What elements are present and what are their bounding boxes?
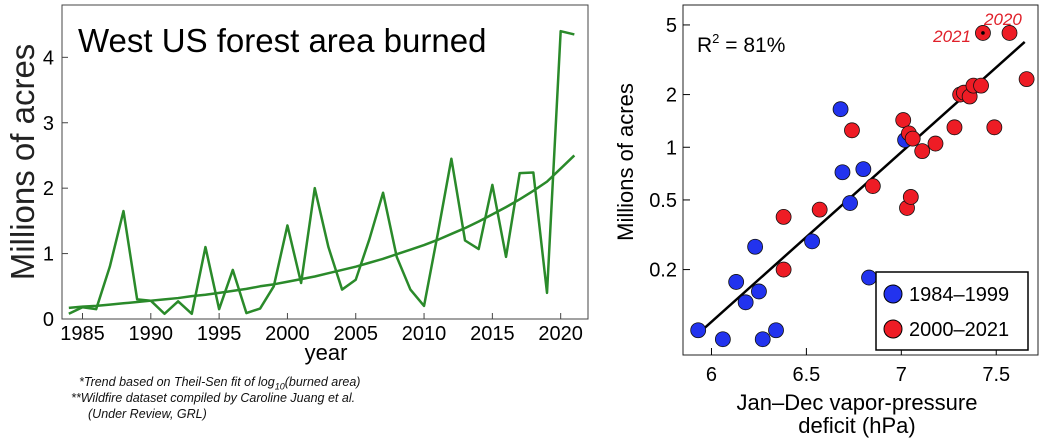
scatter-x-tick-label: 7.5 bbox=[982, 364, 1010, 386]
legend-marker-1984-1999 bbox=[883, 284, 903, 304]
scatter-x-ticks: 6 6.5 7 7.5 bbox=[706, 348, 1010, 386]
year-label-2021: 2021 bbox=[932, 27, 971, 46]
point-2000-2021 bbox=[946, 119, 963, 136]
scatter-xlabel-line1: Jan–Dec vapor-pressure bbox=[737, 390, 978, 415]
point-2000-2021 bbox=[844, 122, 860, 139]
scatter-xlabel-line2: deficit (hPa) bbox=[798, 413, 915, 438]
trend-line bbox=[68, 154, 576, 310]
point-2000-2021 bbox=[811, 201, 828, 218]
scatter-legend: 1984–1999 2000–2021 bbox=[875, 271, 1029, 351]
point-2000-2021 bbox=[914, 143, 931, 160]
line-chart-title: West US forest area burned bbox=[78, 22, 486, 59]
legend-label-2000-2021: 2000–2021 bbox=[909, 319, 1009, 341]
point-1984-1999 bbox=[714, 331, 731, 348]
line-x-tick-label: 2010 bbox=[402, 323, 447, 345]
line-chart-series bbox=[68, 29, 576, 316]
line-y-tick-label: 1 bbox=[43, 244, 54, 266]
point-2000-2021 bbox=[1018, 71, 1035, 88]
point-2021-center-dot bbox=[981, 31, 985, 35]
year-label-2020: 2020 bbox=[983, 10, 1022, 29]
legend-marker-2000-2021 bbox=[883, 319, 903, 339]
point-2000-2021 bbox=[927, 135, 944, 152]
footnote-dataset: **Wildfire dataset compiled by Caroline … bbox=[71, 391, 356, 405]
legend-label-1984-1999: 1984–1999 bbox=[909, 284, 1009, 306]
scatter-ylabel: Millions of acres bbox=[613, 83, 638, 241]
line-x-tick-label: 1995 bbox=[197, 323, 242, 345]
point-1984-1999 bbox=[728, 274, 745, 290]
point-2000-2021 bbox=[986, 119, 1003, 136]
footnote-trend: *Trend based on Theil-Sen fit of log10(b… bbox=[79, 375, 360, 392]
line-chart-frame bbox=[61, 4, 589, 320]
scatter-y-tick-label: 1 bbox=[666, 137, 677, 159]
line-y-tick-label: 2 bbox=[43, 178, 54, 200]
scatter-x-tick-label: 7 bbox=[896, 364, 907, 386]
line-x-tick-label: 1990 bbox=[129, 323, 174, 345]
footnote-review: (Under Review, GRL) bbox=[88, 407, 207, 421]
point-1984-1999 bbox=[834, 164, 851, 181]
line-x-tick-label: 2005 bbox=[333, 323, 378, 345]
point-1984-1999 bbox=[832, 101, 849, 118]
scatter-x-tick-label: 6.5 bbox=[792, 364, 820, 386]
line-chart-ylabel: Millions of acres bbox=[4, 44, 41, 281]
footnote-trend-text: *Trend based on Theil-Sen fit of log bbox=[79, 375, 275, 389]
point-1984-1999 bbox=[861, 269, 877, 286]
line-x-tick-label: 2020 bbox=[538, 323, 583, 345]
scatter-x-tick-label: 6 bbox=[706, 364, 717, 386]
scatter-y-tick-label: 5 bbox=[666, 15, 677, 37]
line-y-tick-label: 0 bbox=[43, 309, 54, 331]
r-squared-value: = 81% bbox=[719, 34, 785, 57]
point-1984-1999 bbox=[737, 294, 754, 311]
point-2000-2021 bbox=[902, 189, 919, 205]
point-1984-1999 bbox=[751, 283, 767, 300]
line-chart: 0 1 2 3 4 1985 1990 1995 2000 2005 2010 2015 2020 W… bbox=[4, 4, 589, 365]
line-x-tick-label: 2015 bbox=[470, 323, 515, 345]
r-squared-sup: 2 bbox=[712, 31, 719, 46]
point-1984-1999 bbox=[690, 322, 707, 339]
line-chart-x-ticks: 1985 1990 1995 2000 2005 2010 2015 2020 bbox=[60, 313, 583, 345]
point-2000-2021 bbox=[904, 130, 921, 147]
line-y-tick-label: 4 bbox=[43, 47, 54, 69]
point-1984-1999 bbox=[747, 238, 764, 255]
point-1984-1999 bbox=[855, 161, 872, 178]
scatter-points bbox=[690, 25, 1035, 348]
point-2000-2021 bbox=[895, 112, 912, 128]
point-2000-2021 bbox=[864, 178, 881, 194]
legend-box bbox=[875, 271, 1029, 351]
point-2000-2021 bbox=[775, 208, 792, 225]
point-1984-1999 bbox=[804, 233, 820, 250]
line-chart-y-ticks: 0 1 2 3 4 bbox=[43, 47, 68, 331]
scatter-y-tick-label: 2 bbox=[666, 85, 677, 107]
scatter-y-tick-label: 0.5 bbox=[649, 190, 677, 212]
point-1984-1999 bbox=[754, 331, 771, 348]
point-2000-2021 bbox=[1001, 25, 1018, 41]
line-chart-xlabel: year bbox=[305, 340, 348, 365]
line-x-tick-label: 1985 bbox=[60, 323, 105, 345]
line-y-tick-label: 3 bbox=[43, 113, 54, 135]
burned-area-line bbox=[68, 29, 575, 316]
scatter-year-labels: 2021 2020 bbox=[932, 10, 1022, 46]
point-1984-1999 bbox=[842, 195, 858, 211]
point-1984-1999 bbox=[768, 322, 784, 339]
scatter-y-tick-label: 0.2 bbox=[649, 260, 677, 282]
footnote-trend-text-end: (burned area) bbox=[284, 375, 361, 389]
scatter-y-ticks: 0.2 0.5 1 2 5 bbox=[649, 15, 690, 282]
point-2000-2021 bbox=[775, 261, 792, 278]
r-squared-annotation: R2 = 81% bbox=[697, 31, 785, 57]
r-squared-r: R bbox=[697, 34, 712, 57]
point-2000-2021 bbox=[973, 77, 989, 94]
line-x-tick-label: 2000 bbox=[265, 323, 310, 345]
footnote-trend-subscript: 10 bbox=[274, 381, 285, 392]
